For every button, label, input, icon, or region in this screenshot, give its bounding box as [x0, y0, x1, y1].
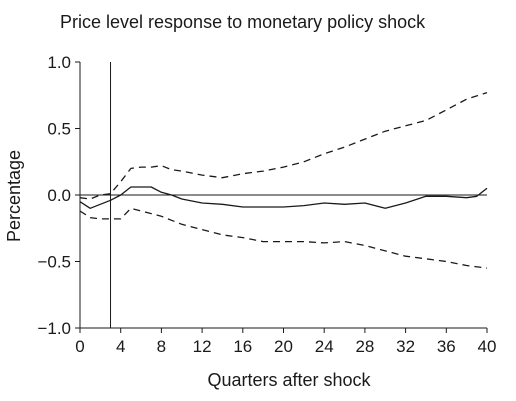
- y-tick-label: 0.0: [47, 186, 71, 205]
- x-tick-label: 8: [157, 337, 166, 356]
- x-tick-label: 4: [116, 337, 125, 356]
- y-tick-label: −0.5: [37, 253, 71, 272]
- y-tick-label: 1.0: [47, 53, 71, 72]
- lower-band-line: [79, 207, 488, 269]
- response-line: [79, 186, 488, 209]
- plot-area: 1.0 0.5 0.0 −0.5 −1.00 4 8 12 16 20 24 28 32 36 40: [37, 53, 496, 356]
- x-tick-label: 32: [396, 337, 415, 356]
- x-tick-label: 36: [437, 337, 456, 356]
- x-axis-title: Quarters after shock: [207, 370, 371, 390]
- y-axis-title: Percentage: [4, 150, 24, 242]
- x-tick-label: 40: [478, 337, 497, 356]
- x-tick-label: 16: [233, 337, 252, 356]
- x-tick-label: 24: [315, 337, 334, 356]
- chart-title: Price level response to monetary policy …: [60, 12, 426, 32]
- x-tick-label: 28: [355, 337, 374, 356]
- y-tick-label: 0.5: [47, 120, 71, 139]
- x-tick-label: 0: [75, 337, 84, 356]
- upper-band-line: [79, 91, 488, 200]
- x-tick-label: 12: [193, 337, 212, 356]
- y-tick-label: −1.0: [37, 319, 71, 338]
- x-tick-label: 20: [274, 337, 293, 356]
